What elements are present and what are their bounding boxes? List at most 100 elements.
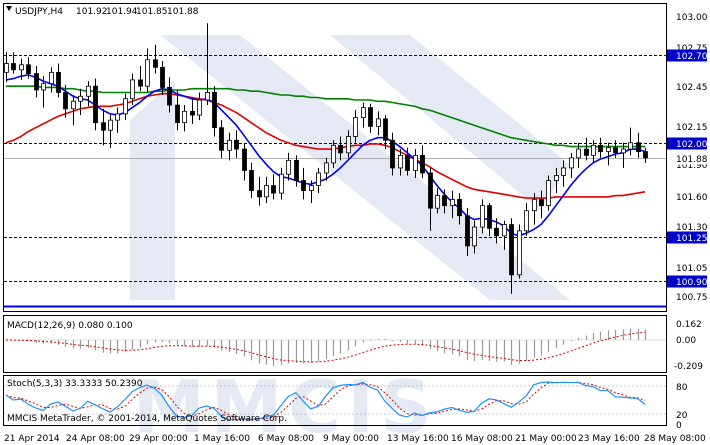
badge-bg bbox=[667, 137, 707, 150]
candle bbox=[376, 111, 381, 136]
candle-body bbox=[539, 198, 544, 207]
candle bbox=[561, 160, 566, 187]
candle bbox=[621, 142, 626, 168]
level-badge: 100.90 bbox=[667, 275, 708, 288]
candle bbox=[167, 77, 172, 113]
copyright-footer: MMCIS MetaTrader, © 2001-2014, MetaQuote… bbox=[7, 414, 287, 424]
candle-body bbox=[219, 127, 224, 151]
candle bbox=[383, 115, 388, 150]
candle bbox=[49, 67, 54, 93]
candle bbox=[532, 193, 537, 225]
candle-body bbox=[115, 113, 120, 121]
candle-body bbox=[457, 198, 462, 217]
candle bbox=[435, 188, 440, 214]
candle bbox=[509, 218, 514, 294]
candle-body bbox=[101, 122, 106, 131]
ohlc-close: 101.88 bbox=[167, 7, 199, 17]
candle bbox=[138, 66, 143, 92]
price-tick: 101.60 bbox=[676, 193, 708, 203]
candle bbox=[190, 98, 195, 124]
candle bbox=[227, 132, 232, 161]
candle bbox=[480, 199, 485, 234]
candle-body bbox=[242, 148, 247, 171]
candle-body bbox=[532, 198, 537, 212]
candle bbox=[331, 140, 336, 168]
candle-body bbox=[576, 148, 581, 159]
macd-label: MACD(12,26,9) 0.080 0.100 bbox=[7, 321, 133, 331]
candle bbox=[160, 61, 165, 95]
level-badge: 102.70 bbox=[667, 49, 708, 62]
time-label: 21 May 00:00 bbox=[515, 434, 577, 444]
candle bbox=[34, 66, 39, 98]
candle bbox=[487, 203, 492, 236]
candle-body bbox=[435, 195, 440, 209]
candle bbox=[405, 147, 410, 176]
candle bbox=[309, 180, 314, 204]
candle bbox=[598, 137, 603, 158]
candle-body bbox=[86, 85, 91, 97]
sma-fast-line bbox=[5, 74, 646, 237]
candle-body bbox=[546, 180, 551, 207]
candle-body bbox=[301, 180, 306, 191]
sma-slow-line bbox=[6, 85, 645, 148]
candle-body bbox=[636, 142, 641, 152]
dropdown-triangle-icon[interactable] bbox=[6, 6, 12, 11]
candle-body bbox=[78, 95, 83, 102]
candle-body bbox=[368, 107, 373, 127]
ohlc-high: 101.94 bbox=[106, 7, 138, 17]
candle bbox=[472, 220, 477, 254]
level-badge: 102.00 bbox=[667, 137, 708, 150]
price-axis: 103.00 102.75 102.45 102.15 101.90 101.6… bbox=[676, 13, 708, 303]
panel-frames bbox=[3, 3, 667, 426]
candle bbox=[301, 167, 306, 200]
candle-body bbox=[338, 144, 343, 154]
candle bbox=[361, 102, 366, 128]
stoch-tick: 20 bbox=[676, 411, 688, 421]
candle bbox=[56, 63, 61, 98]
candle bbox=[242, 142, 247, 181]
candle-body bbox=[405, 154, 410, 171]
candle bbox=[271, 174, 276, 200]
candle bbox=[353, 110, 358, 143]
candle-body bbox=[450, 198, 455, 207]
price-tick: 101.90 bbox=[676, 161, 708, 171]
watermark-text: MMCIS bbox=[133, 365, 438, 445]
stoch-label: Stoch(5,3,3) 33.3333 50.2390 bbox=[7, 379, 143, 389]
candle bbox=[197, 92, 202, 121]
candle bbox=[398, 149, 403, 176]
candle bbox=[368, 103, 373, 133]
candle-body bbox=[190, 110, 195, 116]
candle bbox=[108, 115, 113, 148]
candle-body bbox=[598, 144, 603, 152]
candle bbox=[4, 52, 9, 83]
time-label: 9 May 00:00 bbox=[323, 434, 379, 444]
candle bbox=[257, 176, 262, 206]
candle bbox=[249, 162, 254, 199]
candle-body bbox=[56, 71, 61, 93]
candle bbox=[450, 190, 455, 219]
candle-body bbox=[11, 63, 16, 71]
candle-body bbox=[160, 66, 165, 88]
candle-body bbox=[93, 85, 98, 124]
candle bbox=[93, 78, 98, 131]
time-label: 1 May 16:00 bbox=[194, 434, 250, 444]
candle bbox=[517, 224, 522, 279]
time-label: 24 Apr 08:00 bbox=[66, 434, 125, 444]
candle-body bbox=[145, 59, 150, 87]
candle-body bbox=[249, 170, 254, 191]
time-label: 6 May 08:00 bbox=[258, 434, 314, 444]
candle bbox=[457, 193, 462, 225]
candle-body bbox=[271, 185, 276, 194]
candle bbox=[26, 57, 31, 79]
price-tick: 101.05 bbox=[676, 264, 708, 274]
candle-body bbox=[621, 148, 626, 154]
candle-body bbox=[71, 100, 76, 110]
candle-body bbox=[167, 87, 172, 106]
candle-body bbox=[49, 71, 54, 85]
stoch-tick: 0 bbox=[676, 421, 682, 431]
sma-mid-line bbox=[5, 92, 646, 199]
candle bbox=[153, 44, 158, 74]
candle-body bbox=[279, 173, 284, 194]
candle bbox=[390, 132, 395, 176]
